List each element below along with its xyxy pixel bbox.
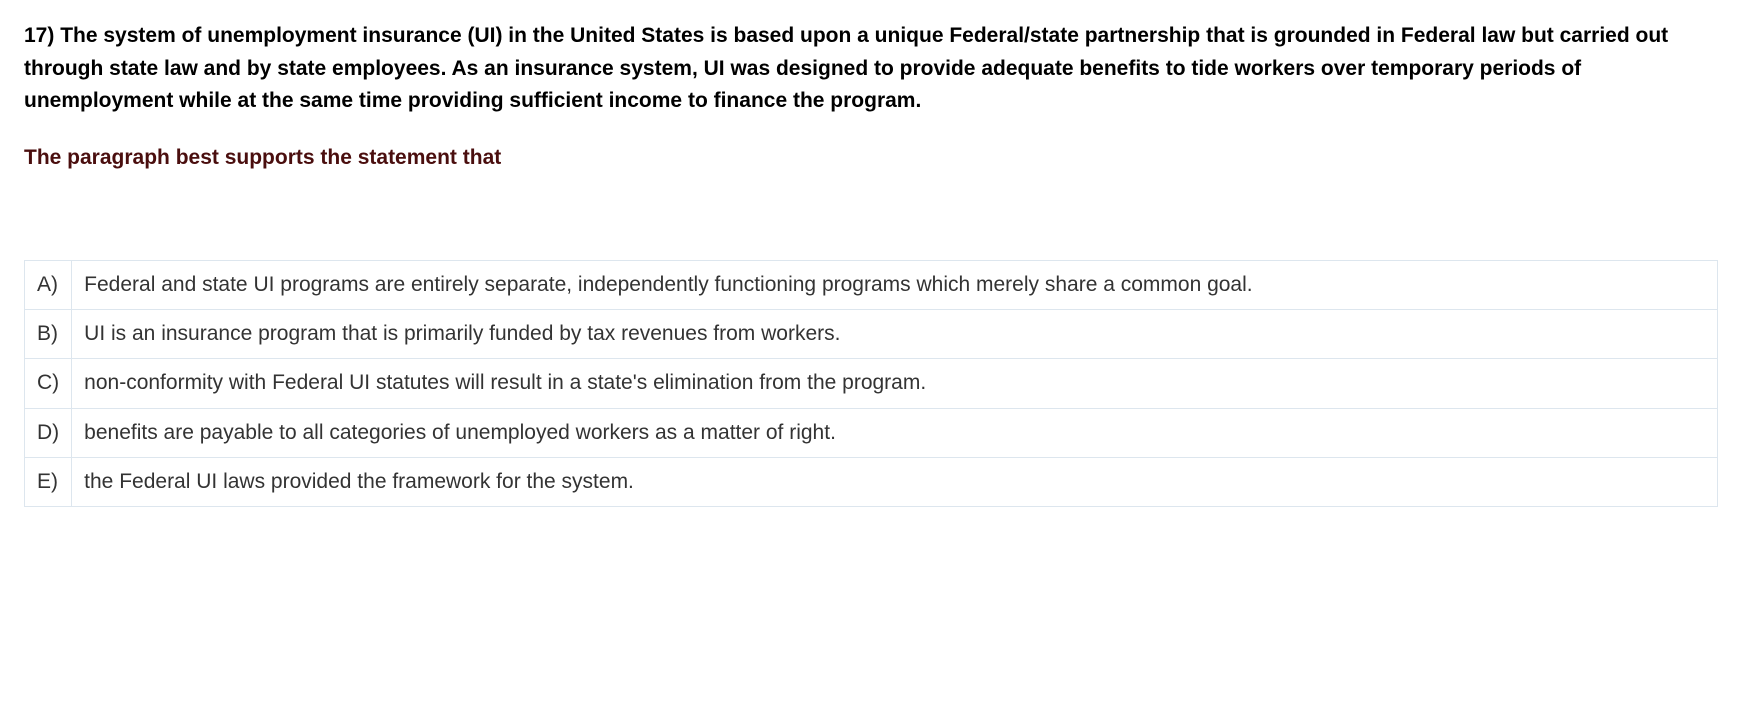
answer-row[interactable]: A) Federal and state UI programs are ent… bbox=[25, 260, 1718, 309]
answer-letter: D) bbox=[25, 408, 72, 457]
question-body: The system of unemployment insurance (UI… bbox=[24, 24, 1668, 112]
answer-row[interactable]: D) benefits are payable to all categorie… bbox=[25, 408, 1718, 457]
answer-letter: B) bbox=[25, 309, 72, 358]
question-number: 17) bbox=[24, 24, 54, 47]
answer-letter: A) bbox=[25, 260, 72, 309]
answer-text: benefits are payable to all categories o… bbox=[72, 408, 1718, 457]
answer-text: the Federal UI laws provided the framewo… bbox=[72, 458, 1718, 507]
answer-row[interactable]: B) UI is an insurance program that is pr… bbox=[25, 309, 1718, 358]
answer-letter: E) bbox=[25, 458, 72, 507]
answers-table: A) Federal and state UI programs are ent… bbox=[24, 260, 1718, 508]
answer-text: Federal and state UI programs are entire… bbox=[72, 260, 1718, 309]
answer-row[interactable]: C) non-conformity with Federal UI statut… bbox=[25, 359, 1718, 408]
answer-letter: C) bbox=[25, 359, 72, 408]
question-text: 17) The system of unemployment insurance… bbox=[24, 20, 1718, 118]
answer-text: UI is an insurance program that is prima… bbox=[72, 309, 1718, 358]
answer-text: non-conformity with Federal UI statutes … bbox=[72, 359, 1718, 408]
answer-row[interactable]: E) the Federal UI laws provided the fram… bbox=[25, 458, 1718, 507]
question-block: 17) The system of unemployment insurance… bbox=[24, 20, 1718, 170]
question-prompt: The paragraph best supports the statemen… bbox=[24, 146, 1718, 170]
